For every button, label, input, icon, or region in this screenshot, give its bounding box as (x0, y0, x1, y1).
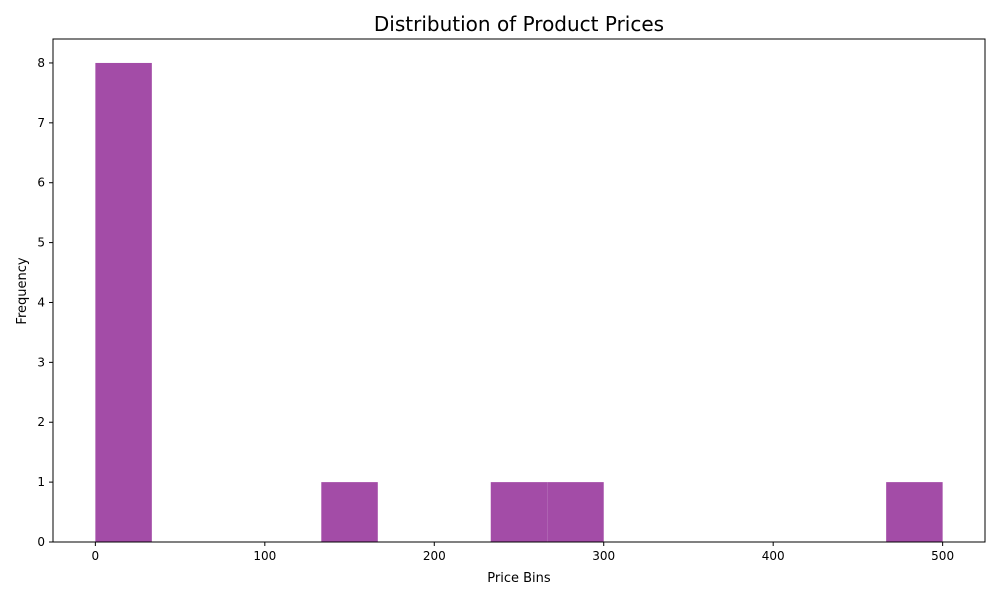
histogram-bar-14 (886, 482, 943, 542)
y-tick-label: 0 (37, 535, 45, 549)
y-tick-label: 2 (37, 415, 45, 429)
y-tick-label: 3 (37, 355, 45, 369)
x-axis-ticks: 0 100 200 300 400 500 (92, 542, 954, 563)
histogram-bar-0 (95, 62, 152, 542)
y-tick-label: 6 (37, 176, 45, 190)
x-tick-label: 400 (762, 549, 785, 563)
x-axis-label: Price Bins (487, 571, 551, 586)
chart-title: Distribution of Product Prices (374, 12, 664, 36)
y-tick-label: 4 (37, 295, 45, 309)
y-tick-label: 1 (37, 475, 45, 489)
x-tick-label: 200 (423, 549, 446, 563)
bars-layer (95, 62, 943, 542)
y-tick-label: 5 (37, 236, 45, 250)
x-tick-label: 100 (253, 549, 276, 563)
x-tick-label: 300 (592, 549, 615, 563)
plot-frame (52, 38, 986, 543)
y-tick-label: 7 (37, 116, 45, 130)
y-axis-label: Frequency (15, 257, 30, 324)
x-tick-label: 500 (931, 549, 954, 563)
histogram-bar-8 (547, 482, 604, 542)
y-axis-ticks: 0 1 2 3 4 5 6 7 8 (37, 56, 53, 549)
x-tick-label: 0 (92, 549, 100, 563)
histogram-bar-4 (321, 482, 378, 542)
y-tick-label: 8 (37, 56, 45, 70)
histogram-bar-7 (490, 482, 548, 542)
